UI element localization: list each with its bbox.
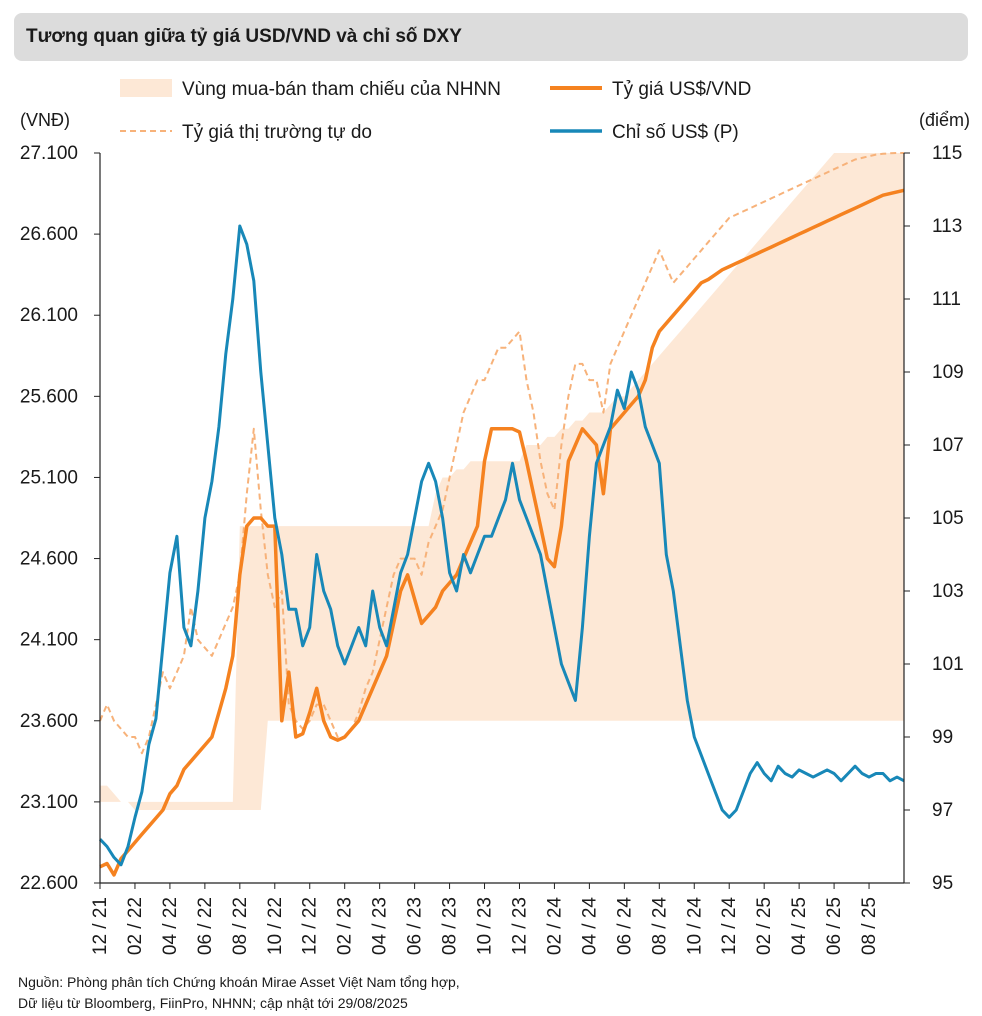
x-tick-label: 04 / 22 [160,897,181,955]
source-line-1: Nguồn: Phòng phân tích Chứng khoán Mirae… [18,974,460,990]
left-tick-label: 23.600 [20,711,78,732]
x-tick-label: 12 / 24 [719,897,740,956]
x-tick-label: 10 / 24 [684,897,705,956]
legend-label-band: Vùng mua-bán tham chiếu của NHNN [182,79,501,100]
right-tick-label: 109 [932,362,964,383]
x-tick-label: 10 / 22 [265,897,286,955]
x-tick-label: 12 / 22 [300,897,321,955]
x-tick-label: 04 / 23 [370,897,391,955]
x-tick-label: 02 / 25 [754,897,775,955]
legend-swatch-band [120,79,172,97]
right-tick-label: 101 [932,654,964,675]
left-tick-label: 25.100 [20,467,78,488]
legend-label-usdvnd: Tỷ giá US$/VND [612,79,751,100]
x-tick-label: 10 / 23 [475,897,496,955]
x-tick-label: 08 / 23 [440,897,461,955]
left-tick-label: 24.100 [20,630,78,651]
x-tick-label: 06 / 23 [405,897,426,955]
reference-band-layer [100,153,904,810]
x-tick-label: 12 / 21 [90,897,111,955]
left-tick-label: 23.100 [20,792,78,813]
left-tick-label: 26.100 [20,305,78,326]
series-usdvnd-line [99,188,905,877]
left-tick-label: 25.600 [20,386,78,407]
right-tick-label: 111 [932,289,961,310]
right-tick-label: 95 [932,873,953,894]
x-tick-label: 04 / 24 [579,897,600,956]
left-tick-label: 26.600 [20,224,78,245]
left-tick-label: 22.600 [20,873,78,894]
axes-layer: 22.600 23.100 23.600 24.100 24.600 25.100 25.6… [20,110,970,955]
left-tick-label: 27.100 [20,143,78,164]
right-tick-label: 115 [932,143,962,164]
x-tick-label: 06 / 22 [195,897,216,955]
x-tick-label: 02 / 23 [335,897,356,955]
x-tick-label: 06 / 24 [614,897,635,956]
series-layer [98,152,905,877]
source-line-2: Dữ liệu từ Bloomberg, FiinPro, NHNN; cập… [18,995,408,1011]
right-tick-label: 105 [932,508,964,529]
legend-label-free: Tỷ giá thị trường tự do [182,122,372,143]
left-axis-unit: (VNĐ) [20,110,70,130]
x-tick-label: 08 / 22 [230,897,251,955]
x-tick-label: 02 / 24 [544,897,565,956]
x-tick-label: 08 / 25 [859,897,880,955]
right-axis-unit: (điểm) [919,110,970,130]
right-tick-label: 113 [932,216,962,237]
legend: Vùng mua-bán tham chiếu của NHNN Tỷ giá U… [120,79,751,143]
x-tick-label: 02 / 22 [125,897,146,955]
x-tick-label: 04 / 25 [789,897,810,955]
right-tick-label: 97 [932,800,953,821]
right-tick-label: 103 [932,581,964,602]
series-free-market-line [99,152,904,755]
chart-title: Tương quan giữa tỷ giá USD/VND và chỉ số… [26,26,462,47]
reference-band-area [100,153,904,810]
x-tick-label: 08 / 24 [649,897,670,956]
left-tick-label: 24.600 [20,549,78,570]
title-bar: Tương quan giữa tỷ giá USD/VND và chỉ số… [14,13,968,61]
series-dxy-line [98,224,905,867]
x-tick-label: 06 / 25 [824,897,845,955]
x-tick-label: 12 / 23 [509,897,530,955]
right-tick-label: 99 [932,727,953,748]
legend-label-dxy: Chỉ số US$ (P) [612,122,739,143]
right-tick-label: 107 [932,435,964,456]
